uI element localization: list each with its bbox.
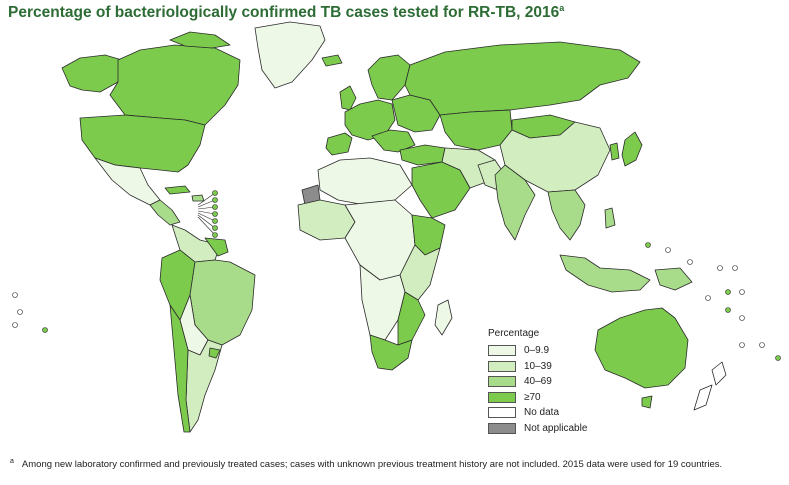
legend-item: Not applicable bbox=[488, 421, 587, 437]
region-uk-ireland bbox=[339, 85, 357, 111]
region-uruguay bbox=[208, 347, 221, 359]
region-philippines bbox=[604, 207, 616, 229]
region-india bbox=[494, 164, 536, 241]
region-iran-afghanistan bbox=[441, 147, 496, 189]
region-canada bbox=[109, 44, 241, 126]
region-new-zealand bbox=[693, 361, 727, 411]
legend-label: 0–9.9 bbox=[524, 345, 550, 357]
region-russia bbox=[404, 41, 641, 116]
region-iberia bbox=[325, 132, 353, 156]
legend-label: Not applicable bbox=[524, 422, 588, 434]
region-indonesia bbox=[559, 254, 651, 293]
region-cuba bbox=[164, 185, 191, 195]
region-papua-new-guinea bbox=[654, 267, 693, 291]
region-australia bbox=[594, 307, 689, 389]
legend-swatch bbox=[488, 422, 516, 434]
legend-item: 0–9.9 bbox=[488, 343, 587, 359]
region-south-africa bbox=[369, 334, 413, 371]
region-guianas bbox=[204, 237, 229, 257]
region-italy-balkans bbox=[371, 129, 416, 153]
region-hispaniola bbox=[191, 194, 205, 202]
legend-title: Percentage bbox=[488, 328, 540, 339]
region-tasmania bbox=[641, 395, 653, 409]
title-footnote-mark: a bbox=[559, 3, 565, 13]
region-madagascar bbox=[434, 299, 453, 336]
region-canada-arctic-islands bbox=[169, 31, 231, 49]
region-central-america bbox=[149, 199, 181, 226]
legend-item: No data bbox=[488, 405, 587, 421]
legend-label: 40–69 bbox=[524, 376, 552, 388]
legend-label: No data bbox=[524, 407, 560, 419]
region-south-east-asia bbox=[547, 189, 586, 241]
footnote-mark: a bbox=[10, 458, 14, 465]
footnote-text: Among new laboratory confirmed and previ… bbox=[21, 459, 723, 471]
map-title-text: Percentage of bacteriologically confirme… bbox=[8, 4, 560, 22]
legend-label: ≥70 bbox=[524, 391, 541, 403]
region-north-africa bbox=[317, 157, 413, 206]
world-map bbox=[12, 21, 781, 433]
region-scandinavia bbox=[367, 54, 411, 101]
legend-item: 10–39 bbox=[488, 359, 587, 375]
region-chile bbox=[169, 304, 191, 433]
map-title: Percentage of bacteriologically confirme… bbox=[8, 3, 564, 22]
legend-swatch bbox=[488, 376, 516, 388]
legend-swatch bbox=[488, 345, 516, 357]
map-legend: Percentage 0–9.9 10–39 40–69 ≥70 No data… bbox=[488, 328, 587, 436]
legend-swatch bbox=[488, 391, 516, 403]
legend-swatch bbox=[488, 360, 516, 372]
footnote: a Among new laboratory confirmed and prev… bbox=[10, 458, 722, 470]
region-korea bbox=[609, 142, 620, 161]
legend-item: 40–69 bbox=[488, 374, 587, 390]
region-japan bbox=[621, 131, 643, 167]
region-greenland bbox=[254, 21, 326, 89]
legend-item: ≥70 bbox=[488, 390, 587, 406]
legend-swatch bbox=[488, 407, 516, 419]
legend-label: 10–39 bbox=[524, 360, 552, 372]
region-western-europe bbox=[344, 99, 396, 141]
region-alaska bbox=[61, 54, 123, 93]
region-iceland bbox=[321, 54, 343, 67]
